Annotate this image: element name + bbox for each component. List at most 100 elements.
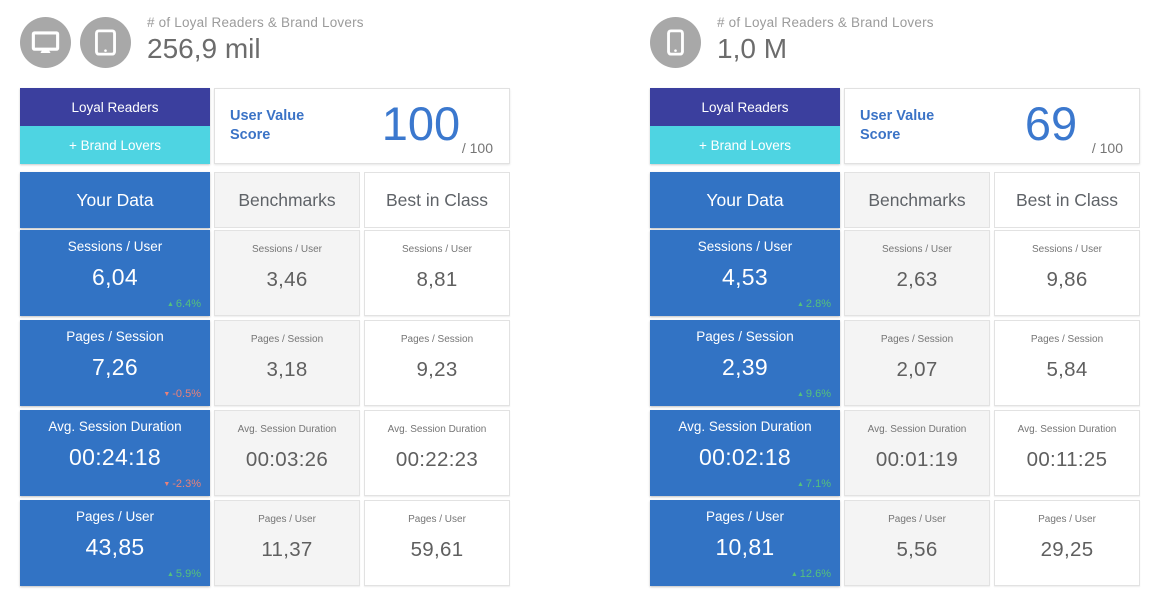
- your-data-cell: Pages / Session 2,39 ▲ 9.6%: [650, 320, 840, 406]
- your-data-cell: Pages / User 43,85 ▲ 5.9%: [20, 500, 210, 586]
- your-data-cell: Sessions / User 6,04 ▲ 6.4%: [20, 230, 210, 316]
- delta-value: 9.6%: [805, 388, 831, 400]
- score-label: User Value Score: [860, 108, 935, 143]
- best-in-class-cell: Pages / Session 9,23: [364, 320, 510, 406]
- score-value: 100: [381, 96, 461, 150]
- panel-desktop-tablet: # of Loyal Readers & Brand Lovers 256,9 …: [20, 10, 510, 590]
- best-in-class-cell: Avg. Session Duration 00:22:23: [364, 410, 510, 496]
- column-header-your-data: Your Data: [20, 172, 210, 228]
- metric-label: Pages / Session: [66, 329, 164, 344]
- metric-label: Pages / Session: [400, 334, 474, 345]
- metric-value: 43,85: [85, 534, 145, 560]
- metric-value: 4,53: [722, 264, 768, 290]
- benchmark-cell: Avg. Session Duration 00:01:19: [844, 410, 990, 496]
- score-max: / 100: [461, 140, 493, 156]
- table-header-row: Your Data Benchmarks Best in Class: [20, 172, 510, 228]
- metric-label: Pages / Session: [250, 334, 324, 345]
- metric-label: Pages / User: [1038, 514, 1096, 525]
- metric-row-pages-user: Pages / User 10,81 ▲ 12.6% Pages / User 5…: [650, 500, 1140, 586]
- metric-row-pages-session: Pages / Session 7,26 ▼ -0.5% Pages / Sess…: [20, 320, 510, 406]
- benchmark-value: 5,56: [896, 538, 938, 561]
- panel-kpi: # of Loyal Readers & Brand Lovers 256,9 …: [147, 10, 364, 78]
- segment-brand-lovers: + Brand Lovers: [20, 126, 210, 164]
- column-header-best-in-class: Best in Class: [364, 172, 510, 228]
- metric-row-sessions-user: Sessions / User 4,53 ▲ 2.8% Sessions / Us…: [650, 230, 1140, 316]
- metric-label: Sessions / User: [881, 244, 953, 255]
- delta-badge: ▼ -0.5%: [163, 388, 201, 400]
- metric-label: Pages / User: [888, 514, 946, 525]
- delta-value: 6.4%: [175, 298, 201, 310]
- metric-label: Sessions / User: [697, 239, 793, 254]
- panel-phone: # of Loyal Readers & Brand Lovers 1,0 M …: [650, 10, 1140, 590]
- best-in-class-cell: Sessions / User 9,86: [994, 230, 1140, 316]
- metric-label: Sessions / User: [401, 244, 473, 255]
- metric-label: Pages / Session: [880, 334, 954, 345]
- trend-down-icon: ▼: [163, 391, 171, 398]
- best-in-class-cell: Pages / Session 5,84: [994, 320, 1140, 406]
- delta-value: 7.1%: [805, 478, 831, 490]
- user-value-score-card: User Value Score 69 / 100: [844, 88, 1140, 164]
- benchmark-value: 3,18: [266, 358, 308, 381]
- best-in-class-value: 29,25: [1040, 538, 1094, 561]
- metric-label: Sessions / User: [251, 244, 323, 255]
- delta-value: 12.6%: [799, 568, 831, 580]
- delta-value: -0.5%: [172, 388, 201, 400]
- kpi-value: 256,9 mil: [147, 33, 261, 64]
- best-in-class-value: 9,86: [1046, 268, 1088, 291]
- metric-label: Sessions / User: [1031, 244, 1103, 255]
- metric-label: Avg. Session Duration: [387, 424, 487, 435]
- best-in-class-value: 8,81: [416, 268, 458, 291]
- column-header-your-data: Your Data: [650, 172, 840, 228]
- tablet-icon: [80, 17, 131, 68]
- benchmark-value: 2,63: [896, 268, 938, 291]
- metric-label: Pages / User: [705, 509, 785, 524]
- trend-up-icon: ▲: [796, 391, 804, 398]
- score-label: User Value Score: [230, 108, 305, 143]
- segment-card: Loyal Readers + Brand Lovers: [650, 88, 840, 164]
- metric-row-sessions-user: Sessions / User 6,04 ▲ 6.4% Sessions / Us…: [20, 230, 510, 316]
- benchmark-value: 11,37: [261, 538, 313, 561]
- desktop-icon: [20, 17, 71, 68]
- metric-value: 2,39: [722, 354, 768, 380]
- segment-card: Loyal Readers + Brand Lovers: [20, 88, 210, 164]
- delta-value: -2.3%: [172, 478, 201, 490]
- panel-header: # of Loyal Readers & Brand Lovers 256,9 …: [20, 10, 510, 78]
- metric-value: 00:24:18: [69, 444, 161, 470]
- benchmark-value: 2,07: [896, 358, 938, 381]
- trend-up-icon: ▲: [796, 301, 804, 308]
- table-header-row: Your Data Benchmarks Best in Class: [650, 172, 1140, 228]
- best-in-class-value: 59,61: [410, 538, 464, 561]
- score-value: 69: [1024, 96, 1078, 150]
- best-in-class-value: 00:11:25: [1026, 448, 1108, 471]
- your-data-cell: Pages / User 10,81 ▲ 12.6%: [650, 500, 840, 586]
- best-in-class-value: 9,23: [416, 358, 458, 381]
- delta-badge: ▲ 7.1%: [797, 478, 831, 490]
- benchmark-cell: Pages / Session 2,07: [844, 320, 990, 406]
- metric-label: Avg. Session Duration: [678, 419, 812, 434]
- segment-brand-lovers: + Brand Lovers: [650, 126, 840, 164]
- benchmark-cell: Avg. Session Duration 00:03:26: [214, 410, 360, 496]
- column-header-benchmarks: Benchmarks: [844, 172, 990, 228]
- metric-row-pages-session: Pages / Session 2,39 ▲ 9.6% Pages / Sessi…: [650, 320, 1140, 406]
- metric-label: Pages / Session: [1030, 334, 1104, 345]
- metric-label: Avg. Session Duration: [867, 424, 967, 435]
- metric-label: Pages / User: [408, 514, 466, 525]
- metric-label: Pages / User: [75, 509, 155, 524]
- benchmark-value: 00:01:19: [875, 448, 959, 471]
- your-data-cell: Avg. Session Duration 00:02:18 ▲ 7.1%: [650, 410, 840, 496]
- metric-label: Pages / User: [258, 514, 316, 525]
- score-row: Loyal Readers + Brand Lovers User Value …: [650, 88, 1140, 164]
- delta-badge: ▼ -2.3%: [163, 478, 201, 490]
- panel-header: # of Loyal Readers & Brand Lovers 1,0 M: [650, 10, 1140, 78]
- score-max: / 100: [1091, 140, 1123, 156]
- score-row: Loyal Readers + Brand Lovers User Value …: [20, 88, 510, 164]
- best-in-class-cell: Pages / User 59,61: [364, 500, 510, 586]
- trend-down-icon: ▼: [163, 481, 171, 488]
- kpi-title: # of Loyal Readers & Brand Lovers: [147, 15, 364, 30]
- delta-value: 5.9%: [175, 568, 201, 580]
- delta-badge: ▲ 2.8%: [797, 298, 831, 310]
- metric-label: Sessions / User: [67, 239, 163, 254]
- metric-value: 6,04: [92, 264, 138, 290]
- trend-up-icon: ▲: [796, 481, 804, 488]
